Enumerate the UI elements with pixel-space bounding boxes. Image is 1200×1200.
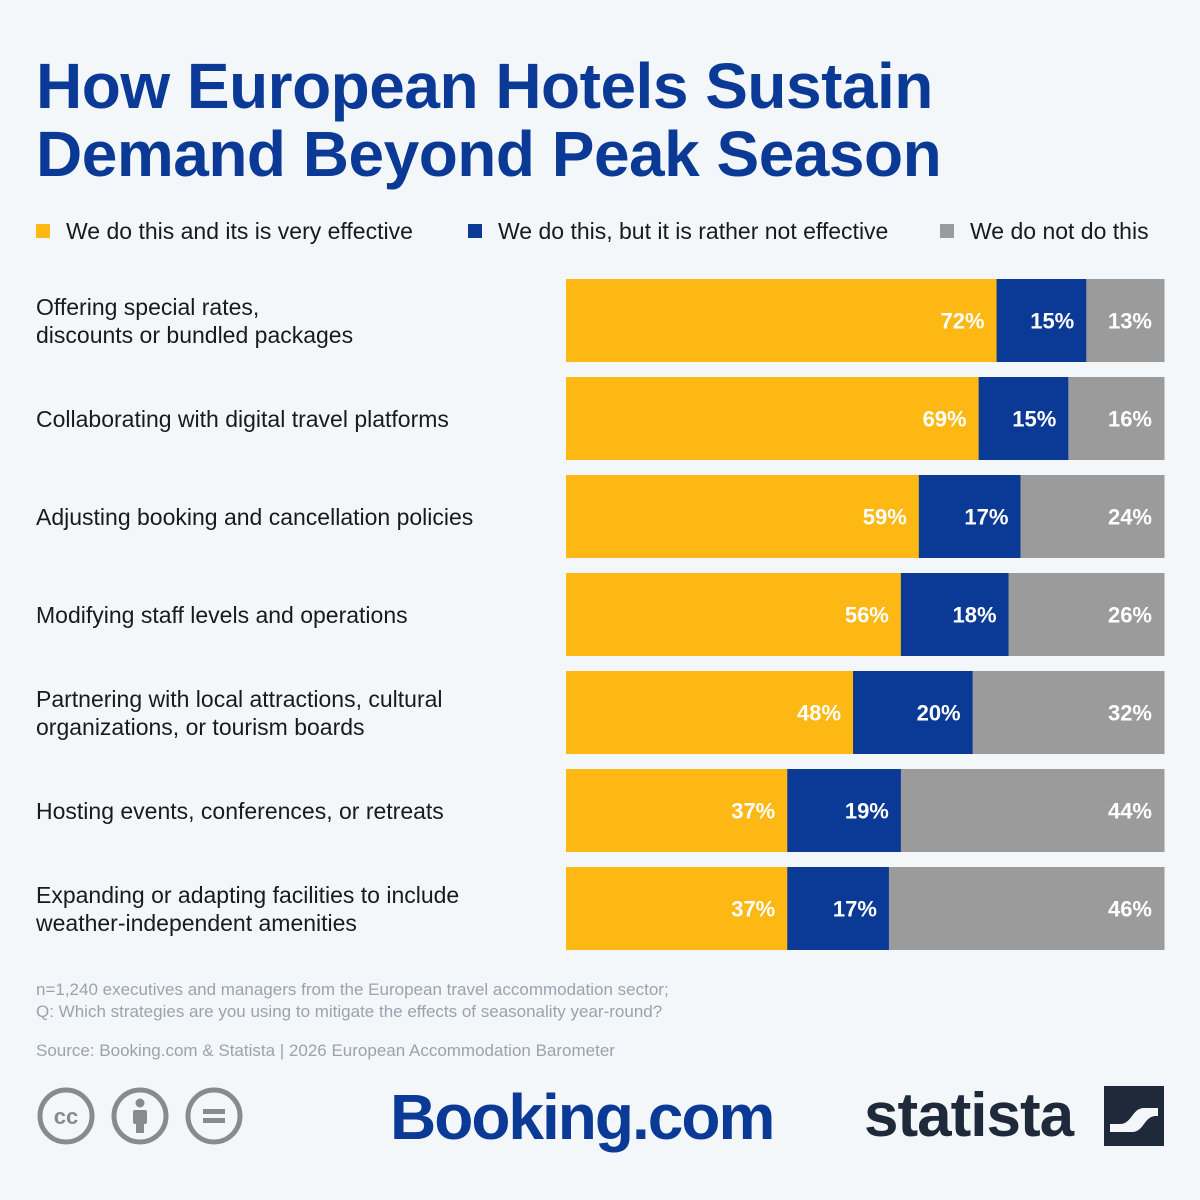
cc-icon: cc: [37, 1087, 95, 1145]
legend-label-not-done: We do not do this: [970, 217, 1149, 244]
data-label-effective: 37%: [731, 799, 775, 824]
bar-segment-not-done: [1086, 279, 1165, 362]
data-label-not-done: 26%: [1108, 603, 1152, 628]
bar-segment-effective: [566, 279, 998, 362]
bar-segment-effective: [566, 671, 854, 754]
bar-segment-not-effective: [900, 573, 1010, 656]
data-label-not-done: 46%: [1108, 897, 1152, 922]
data-label-not-done: 13%: [1108, 309, 1152, 334]
statista-logo: statista: [864, 1081, 1074, 1150]
bar-segment-not-done: [1008, 573, 1165, 656]
booking-logo: Booking.com: [390, 1081, 775, 1153]
data-label-effective: 56%: [845, 603, 889, 628]
category-label: Partnering with local attractions, cultu…: [36, 671, 551, 754]
bar-segment-effective: [566, 769, 788, 852]
bar-segment-not-done: [888, 867, 1165, 950]
data-label-effective: 59%: [863, 505, 907, 530]
category-label: Adjusting booking and cancellation polic…: [36, 475, 551, 558]
legend-label-effective: We do this and its is very effective: [66, 217, 413, 244]
legend-swatch-not-done: [940, 224, 954, 238]
bar-segment-effective: [566, 573, 902, 656]
legend-item-effective: We do this and its is very effective: [36, 216, 413, 246]
note-line-1: n=1,240 executives and managers from the…: [36, 980, 669, 999]
data-label-effective: 37%: [731, 897, 775, 922]
bar-segment-not-effective: [978, 377, 1069, 460]
data-label-not-effective: 18%: [952, 603, 996, 628]
bar-segment-not-effective: [996, 279, 1087, 362]
category-label: Collaborating with digital travel platfo…: [36, 377, 551, 460]
bar-segment-not-done: [1068, 377, 1165, 460]
bar-segment-effective: [566, 867, 788, 950]
legend: We do this and its is very effective We …: [36, 216, 1176, 246]
data-label-effective: 48%: [797, 701, 841, 726]
no-derivatives-icon: [185, 1087, 243, 1145]
attribution-icon: [111, 1087, 169, 1145]
legend-item-not-done: We do not do this: [940, 216, 1149, 246]
license-icons: cc: [36, 1086, 246, 1148]
chart-title-line-2: Demand Beyond Peak Season: [36, 118, 942, 190]
data-label-not-done: 16%: [1108, 407, 1152, 432]
chart-title: How European Hotels Sustain Demand Beyon…: [36, 52, 1166, 188]
note-line-2: Q: Which strategies are you using to mit…: [36, 1002, 663, 1021]
category-label-line: Collaborating with digital travel platfo…: [36, 405, 449, 432]
category-label-line: organizations, or tourism boards: [36, 713, 365, 740]
category-label-line: Hosting events, conferences, or retreats: [36, 797, 444, 824]
legend-swatch-not-effective: [468, 224, 482, 238]
legend-item-not-effective: We do this, but it is rather not effecti…: [468, 216, 888, 246]
data-label-not-effective: 15%: [1012, 407, 1056, 432]
svg-text:cc: cc: [54, 1104, 78, 1129]
chart-title-line-1: How European Hotels Sustain: [36, 50, 933, 122]
data-label-not-effective: 17%: [964, 505, 1008, 530]
category-label-line: discounts or bundled packages: [36, 321, 354, 348]
category-label: Modifying staff levels and operations: [36, 573, 551, 656]
data-label-not-done: 32%: [1108, 701, 1152, 726]
data-label-not-effective: 20%: [917, 701, 961, 726]
category-label-line: Adjusting booking and cancellation polic…: [36, 503, 474, 530]
bar-segment-effective: [566, 475, 920, 558]
category-label-line: Expanding or adapting facilities to incl…: [36, 881, 460, 908]
category-label: Expanding or adapting facilities to incl…: [36, 867, 551, 950]
source-note: Source: Booking.com & Statista | 2026 Eu…: [36, 1040, 936, 1062]
category-label: Hosting events, conferences, or retreats: [36, 769, 551, 852]
bar-segment-not-done: [972, 671, 1165, 754]
data-label-not-done: 24%: [1108, 505, 1152, 530]
category-label-line: Modifying staff levels and operations: [36, 601, 408, 628]
data-label-not-effective: 15%: [1030, 309, 1074, 334]
bar-segment-not-effective: [787, 769, 902, 852]
statista-logo-icon: [1104, 1086, 1164, 1146]
data-label-not-effective: 17%: [833, 897, 877, 922]
bar-segment-not-effective: [918, 475, 1021, 558]
category-label-line: Offering special rates,: [36, 293, 260, 320]
source-text: Source: Booking.com & Statista | 2026 Eu…: [36, 1041, 615, 1060]
category-label-line: weather-independent amenities: [36, 909, 357, 936]
legend-swatch-effective: [36, 224, 50, 238]
bar-segment-not-effective: [787, 867, 890, 950]
sample-note: n=1,240 executives and managers from the…: [36, 979, 936, 1023]
legend-label-not-effective: We do this, but it is rather not effecti…: [498, 217, 889, 244]
category-label-line: Partnering with local attractions, cultu…: [36, 685, 443, 712]
data-label-effective: 72%: [941, 309, 985, 334]
data-label-not-done: 44%: [1108, 799, 1152, 824]
bar-segment-not-effective: [853, 671, 974, 754]
bar-segment-not-done: [1020, 475, 1165, 558]
bar-segment-effective: [566, 377, 980, 460]
data-label-not-effective: 19%: [845, 799, 889, 824]
category-label: Offering special rates, discounts or bund…: [36, 279, 551, 362]
data-label-effective: 69%: [923, 407, 967, 432]
bar-segment-not-done: [900, 769, 1165, 852]
